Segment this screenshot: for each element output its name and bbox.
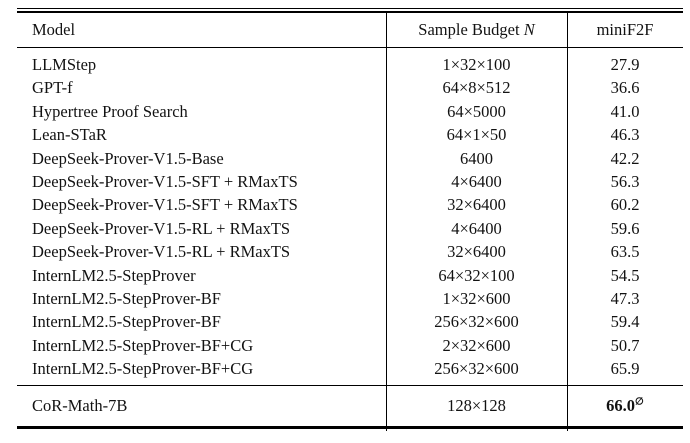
table-row: DeepSeek-Prover-V1.5-RL + RMaxTS 4×6400 … bbox=[17, 217, 683, 240]
table-body: LLMStep 1×32×100 27.9 GPT-f 64×8×512 36.… bbox=[17, 48, 683, 385]
table-row: DeepSeek-Prover-V1.5-RL + RMaxTS 32×6400… bbox=[17, 240, 683, 263]
footer-separator-rule bbox=[17, 385, 683, 387]
table-row: InternLM2.5-StepProver 64×32×100 54.5 bbox=[17, 264, 683, 287]
table-row: InternLM2.5-StepProver-BF 256×32×600 59.… bbox=[17, 310, 683, 333]
sample-budget-cell: 1×32×600 bbox=[442, 288, 511, 308]
model-cell: DeepSeek-Prover-V1.5-RL + RMaxTS bbox=[32, 242, 291, 262]
model-cell: LLMStep bbox=[32, 55, 97, 74]
footer-budget-cell: 128×128 bbox=[447, 396, 506, 416]
header-separator-rule bbox=[17, 47, 683, 48]
sample-budget-cell: 256×32×600 bbox=[434, 359, 519, 379]
model-cell: GPT-f bbox=[32, 78, 73, 98]
table-row: InternLM2.5-StepProver-BF+CG 256×32×600 … bbox=[17, 357, 683, 380]
sample-budget-cell: 64×32×100 bbox=[438, 265, 515, 285]
table-row: DeepSeek-Prover-V1.5-Base 6400 42.2 bbox=[17, 147, 683, 170]
minif2f-score-cell: 47.3 bbox=[610, 288, 640, 308]
header-minif2f: miniF2F bbox=[596, 20, 654, 39]
header-sample-budget-label: Sample Budget bbox=[418, 20, 524, 39]
model-cell: InternLM2.5-StepProver-BF+CG bbox=[32, 359, 254, 379]
footer-score-marker: ∅ bbox=[634, 396, 644, 408]
model-cell: InternLM2.5-StepProver bbox=[32, 265, 196, 285]
minif2f-score-cell: 59.6 bbox=[610, 218, 640, 238]
table-bottom-rule bbox=[17, 426, 683, 430]
model-cell: Lean-STaR bbox=[32, 125, 107, 145]
header-budget-variable: N bbox=[523, 20, 535, 39]
minif2f-score-cell: 60.2 bbox=[610, 195, 640, 215]
minif2f-score-cell: 50.7 bbox=[610, 335, 640, 355]
column-rule-1 bbox=[386, 12, 388, 431]
model-cell: InternLM2.5-StepProver-BF bbox=[32, 312, 221, 332]
model-cell: InternLM2.5-StepProver-BF bbox=[32, 288, 221, 308]
sample-budget-cell: 64×1×50 bbox=[446, 125, 507, 145]
model-cell: Hypertree Proof Search bbox=[32, 101, 188, 121]
minif2f-score-cell: 65.9 bbox=[610, 359, 640, 379]
table-row: InternLM2.5-StepProver-BF 1×32×600 47.3 bbox=[17, 287, 683, 310]
model-cell: DeepSeek-Prover-V1.5-SFT + RMaxTS bbox=[32, 195, 298, 215]
sample-budget-cell: 32×6400 bbox=[447, 242, 506, 262]
sample-budget-cell: 64×8×512 bbox=[442, 78, 511, 98]
sample-budget-cell: 6400 bbox=[460, 148, 493, 168]
minif2f-score-cell: 56.3 bbox=[610, 171, 640, 191]
sample-budget-cell: 1×32×100 bbox=[442, 55, 511, 74]
table-top-rule bbox=[17, 8, 683, 13]
minif2f-score-cell: 54.5 bbox=[610, 265, 640, 285]
sample-budget-cell: 4×6400 bbox=[451, 218, 502, 238]
sample-budget-cell: 2×32×600 bbox=[442, 335, 511, 355]
table-row: InternLM2.5-StepProver-BF+CG 2×32×600 50… bbox=[17, 334, 683, 357]
sample-budget-cell: 64×5000 bbox=[447, 101, 506, 121]
table-row: DeepSeek-Prover-V1.5-SFT + RMaxTS 32×640… bbox=[17, 193, 683, 216]
sample-budget-cell: 32×6400 bbox=[447, 195, 506, 215]
model-cell: DeepSeek-Prover-V1.5-SFT + RMaxTS bbox=[32, 171, 298, 191]
sample-budget-cell: 256×32×600 bbox=[434, 312, 519, 332]
table-row: Lean-STaR 64×1×50 46.3 bbox=[17, 123, 683, 146]
table-header-row: Model Sample Budget N miniF2F bbox=[17, 13, 683, 47]
minif2f-score-cell: 63.5 bbox=[610, 242, 640, 262]
table-row: Hypertree Proof Search 64×5000 41.0 bbox=[17, 100, 683, 123]
model-cell: DeepSeek-Prover-V1.5-Base bbox=[32, 148, 224, 168]
minif2f-score-cell: 36.6 bbox=[610, 78, 640, 98]
footer-score-value: 66.0 bbox=[606, 396, 635, 416]
table-footer-row: CoR-Math-7B 128×128 66.0∅ bbox=[17, 386, 683, 426]
table-row: GPT-f 64×8×512 36.6 bbox=[17, 76, 683, 99]
minif2f-score-cell: 41.0 bbox=[610, 101, 640, 121]
header-model: Model bbox=[32, 20, 76, 39]
table-row: DeepSeek-Prover-V1.5-SFT + RMaxTS 4×6400… bbox=[17, 170, 683, 193]
sample-budget-cell: 4×6400 bbox=[451, 171, 502, 191]
table-row: LLMStep 1×32×100 27.9 bbox=[17, 53, 683, 76]
minif2f-score-cell: 46.3 bbox=[610, 125, 640, 145]
minif2f-score-cell: 59.4 bbox=[610, 312, 640, 332]
footer-model-cell: CoR-Math-7B bbox=[32, 396, 128, 416]
header-sample-budget: Sample Budget N bbox=[386, 13, 567, 47]
minif2f-score-cell: 27.9 bbox=[610, 55, 640, 74]
footer-score-cell: 66.0∅ bbox=[567, 386, 683, 426]
model-cell: DeepSeek-Prover-V1.5-RL + RMaxTS bbox=[32, 218, 291, 238]
column-rule-2 bbox=[567, 12, 569, 431]
minif2f-score-cell: 42.2 bbox=[610, 148, 640, 168]
benchmark-table: Model Sample Budget N miniF2F LLMStep 1×… bbox=[17, 8, 683, 430]
model-cell: InternLM2.5-StepProver-BF+CG bbox=[32, 335, 254, 355]
